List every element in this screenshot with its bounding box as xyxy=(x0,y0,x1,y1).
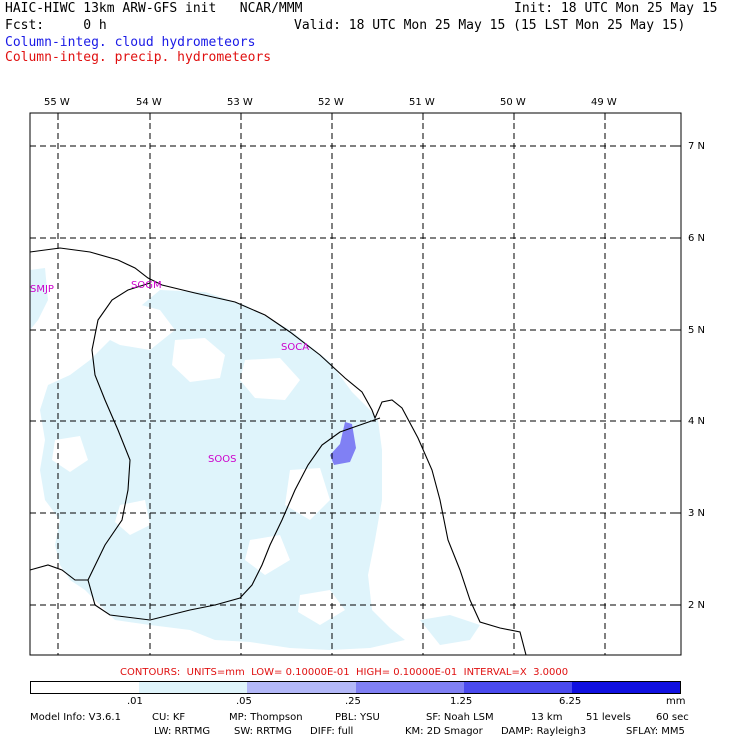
model-res: 13 km xyxy=(531,712,563,723)
field-label-precip: Column-integ. precip. hydrometeors xyxy=(5,50,272,65)
colorbar-segment xyxy=(355,682,464,693)
lon-label: 55 W xyxy=(44,97,70,108)
model-levels: 51 levels xyxy=(586,712,631,723)
lon-label: 51 W xyxy=(409,97,435,108)
model-version: Model Info: V3.6.1 xyxy=(30,712,121,723)
field-label-cloud: Column-integ. cloud hydrometeors xyxy=(5,35,256,50)
model-sflay: SFLAY: MM5 xyxy=(626,726,685,737)
station-label: SOOS xyxy=(208,454,236,465)
lon-label: 49 W xyxy=(591,97,617,108)
colorbar-tick: .25 xyxy=(345,696,361,707)
init-time: Init: 18 UTC Mon 25 May 15 xyxy=(514,1,718,16)
lat-label: 2 N xyxy=(688,600,706,611)
model-cu: CU: KF xyxy=(152,712,186,723)
station-label: SMJP xyxy=(30,284,54,295)
colorbar-tick: 1.25 xyxy=(450,696,473,707)
colorbar-unit: mm xyxy=(666,696,686,707)
station-label: SOCA xyxy=(281,342,309,353)
lat-label: 4 N xyxy=(688,416,706,427)
model-sf: SF: Noah LSM xyxy=(426,712,494,723)
forecast-hour: Fcst: 0 h xyxy=(5,18,107,33)
model-timestep: 60 sec xyxy=(656,712,689,723)
station-labels: SMJP SOGM SOCA SOOS xyxy=(30,280,309,465)
lat-label: 6 N xyxy=(688,233,706,244)
colorbar-tick: .01 xyxy=(127,696,143,707)
model-lw: LW: RRTMG xyxy=(154,726,211,737)
colorbar-segment xyxy=(247,682,356,693)
precip-hydrometeor-fill xyxy=(330,422,356,465)
clear-areas xyxy=(52,302,345,625)
cloud-hydrometeor-fill xyxy=(30,268,480,650)
lon-label: 54 W xyxy=(136,97,162,108)
model-mp: MP: Thompson xyxy=(229,712,303,723)
lat-label: 5 N xyxy=(688,325,706,336)
lon-label: 50 W xyxy=(500,97,526,108)
model-pbl: PBL: YSU xyxy=(335,712,380,723)
colorbar-tick: 6.25 xyxy=(559,696,582,707)
frame-ticks xyxy=(57,113,681,606)
valid-time: Valid: 18 UTC Mon 25 May 15 (15 LST Mon … xyxy=(294,18,686,33)
model-diff: DIFF: full xyxy=(310,726,354,737)
model-km: KM: 2D Smagor xyxy=(405,726,483,737)
map-frame xyxy=(29,112,682,656)
colorbar-segment xyxy=(31,682,140,693)
coastline-borders xyxy=(29,247,527,656)
lon-label: 53 W xyxy=(227,97,253,108)
colorbar xyxy=(30,681,681,694)
colorbar-segment xyxy=(463,682,572,693)
lat-lon-grid xyxy=(30,113,681,655)
colorbar-tick: .05 xyxy=(236,696,252,707)
lon-label: 52 W xyxy=(318,97,344,108)
lat-label: 3 N xyxy=(688,508,706,519)
model-sw: SW: RRTMG xyxy=(234,726,292,737)
lat-label: 7 N xyxy=(688,141,706,152)
contour-info: CONTOURS: UNITS=mm LOW= 0.10000E-01 HIGH… xyxy=(120,667,569,678)
colorbar-segment xyxy=(139,682,248,693)
station-label: SOGM xyxy=(131,280,162,291)
model-damp: DAMP: Rayleigh3 xyxy=(501,726,587,737)
colorbar-segment xyxy=(571,682,681,693)
run-title: HAIC-HIWC 13km ARW-GFS init NCAR/MMM xyxy=(5,1,303,16)
